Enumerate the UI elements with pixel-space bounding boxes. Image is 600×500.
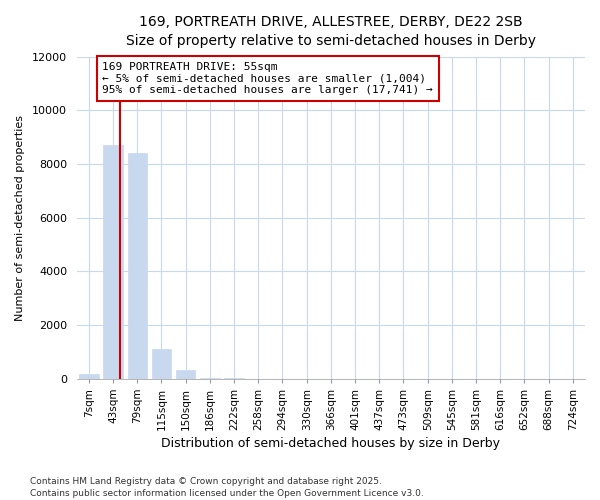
X-axis label: Distribution of semi-detached houses by size in Derby: Distribution of semi-detached houses by … (161, 437, 500, 450)
Bar (152, 350, 171, 379)
Bar (176, 370, 196, 379)
Bar (79, 374, 98, 379)
Text: Contains HM Land Registry data © Crown copyright and database right 2025.
Contai: Contains HM Land Registry data © Crown c… (30, 476, 424, 498)
Bar (200, 378, 220, 379)
Text: 169 PORTREATH DRIVE: 55sqm
← 5% of semi-detached houses are smaller (1,004)
95% : 169 PORTREATH DRIVE: 55sqm ← 5% of semi-… (102, 62, 433, 95)
Bar (224, 378, 244, 379)
Title: 169, PORTREATH DRIVE, ALLESTREE, DERBY, DE22 2SB
Size of property relative to se: 169, PORTREATH DRIVE, ALLESTREE, DERBY, … (126, 15, 536, 48)
Y-axis label: Number of semi-detached properties: Number of semi-detached properties (15, 115, 25, 321)
Bar (128, 154, 147, 379)
Bar (103, 145, 123, 379)
